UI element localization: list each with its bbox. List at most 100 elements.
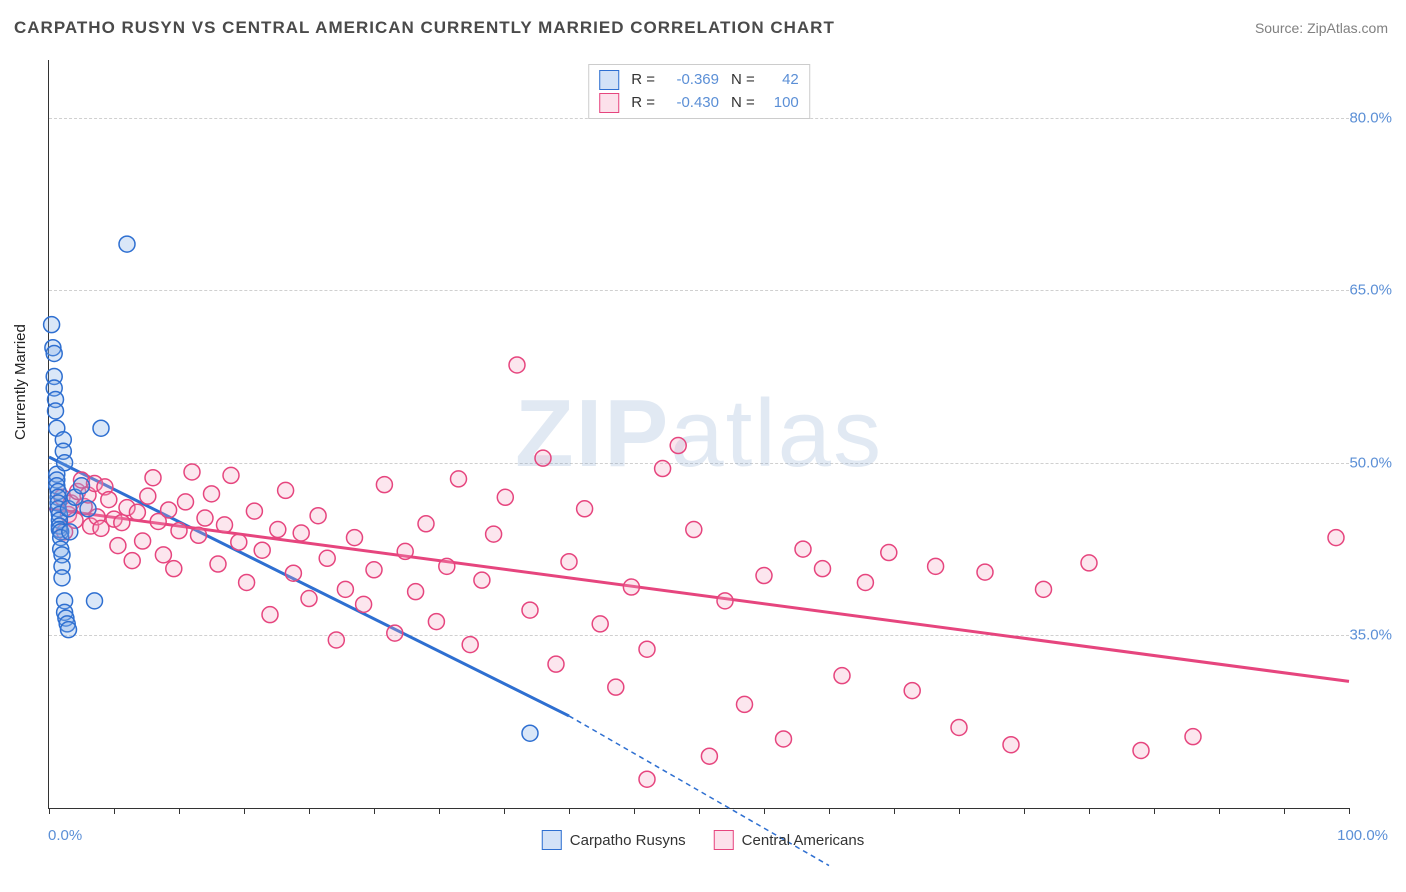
legend-stats-row-camer: R = -0.430 N = 100: [599, 92, 799, 115]
scatter-point-camer: [857, 574, 873, 590]
scatter-point-camer: [337, 581, 353, 597]
r-value-camer: -0.430: [663, 92, 719, 115]
scatter-point-camer: [140, 488, 156, 504]
scatter-point-camer: [686, 522, 702, 538]
scatter-point-camer: [418, 516, 434, 532]
scatter-point-camer: [254, 542, 270, 558]
scatter-point-crusyn: [57, 455, 73, 471]
scatter-point-crusyn: [48, 403, 64, 419]
x-tick: [179, 808, 180, 814]
scatter-point-crusyn: [93, 420, 109, 436]
scatter-point-camer: [577, 501, 593, 517]
scatter-point-camer: [114, 515, 130, 531]
scatter-point-camer: [408, 584, 424, 600]
r-label: R =: [631, 92, 655, 115]
scatter-point-camer: [347, 530, 363, 546]
scatter-point-camer: [451, 471, 467, 487]
scatter-point-camer: [239, 574, 255, 590]
scatter-point-camer: [155, 547, 171, 563]
scatter-point-camer: [623, 579, 639, 595]
scatter-point-camer: [376, 477, 392, 493]
scatter-point-camer: [737, 696, 753, 712]
scatter-point-crusyn: [80, 501, 96, 517]
scatter-point-crusyn: [54, 570, 70, 586]
scatter-point-camer: [951, 719, 967, 735]
r-label: R =: [631, 69, 655, 92]
scatter-point-camer: [166, 561, 182, 577]
scatter-point-camer: [191, 527, 207, 543]
scatter-point-crusyn: [87, 593, 103, 609]
scatter-point-camer: [1185, 729, 1201, 745]
scatter-point-crusyn: [46, 345, 62, 361]
source-prefix: Source:: [1255, 20, 1307, 36]
scatter-point-camer: [795, 541, 811, 557]
scatter-point-crusyn: [44, 317, 60, 333]
scatter-point-camer: [428, 614, 444, 630]
scatter-point-camer: [223, 467, 239, 483]
legend-bottom: Carpatho Rusyns Central Americans: [542, 830, 864, 850]
n-value-camer: 100: [763, 92, 799, 115]
source-attribution: Source: ZipAtlas.com: [1255, 20, 1388, 36]
scatter-point-camer: [756, 568, 772, 584]
scatter-point-camer: [328, 632, 344, 648]
legend-label-camer: Central Americans: [742, 832, 865, 849]
x-tick: [1154, 808, 1155, 814]
scatter-point-camer: [110, 538, 126, 554]
scatter-point-camer: [356, 596, 372, 612]
x-tick: [959, 808, 960, 814]
scatter-point-camer: [977, 564, 993, 580]
scatter-point-camer: [366, 562, 382, 578]
scatter-point-camer: [161, 502, 177, 518]
scatter-point-camer: [1003, 737, 1019, 753]
x-tick: [634, 808, 635, 814]
scatter-point-camer: [319, 550, 335, 566]
scatter-point-camer: [608, 679, 624, 695]
scatter-point-camer: [301, 591, 317, 607]
n-label: N =: [731, 69, 755, 92]
y-tick-label: 50.0%: [1349, 454, 1392, 471]
source-link[interactable]: ZipAtlas.com: [1307, 20, 1388, 36]
scatter-point-camer: [178, 494, 194, 510]
n-label: N =: [731, 92, 755, 115]
y-axis-label: Currently Married: [12, 324, 29, 440]
x-tick: [439, 808, 440, 814]
scatter-point-camer: [486, 526, 502, 542]
scatter-point-camer: [497, 489, 513, 505]
scatter-point-camer: [462, 637, 478, 653]
y-tick-label: 65.0%: [1349, 282, 1392, 299]
legend-item-crusyn: Carpatho Rusyns: [542, 830, 686, 850]
x-tick: [894, 808, 895, 814]
scatter-point-camer: [639, 641, 655, 657]
scatter-point-camer: [548, 656, 564, 672]
scatter-point-camer: [439, 558, 455, 574]
scatter-point-camer: [293, 525, 309, 541]
scatter-point-crusyn: [74, 478, 90, 494]
scatter-point-camer: [474, 572, 490, 588]
scatter-point-camer: [310, 508, 326, 524]
x-tick: [764, 808, 765, 814]
scatter-point-camer: [135, 533, 151, 549]
x-tick: [1089, 808, 1090, 814]
legend-swatch-camer: [599, 93, 619, 113]
scatter-point-camer: [535, 450, 551, 466]
x-tick: [1024, 808, 1025, 814]
scatter-point-camer: [592, 616, 608, 632]
x-axis-max-label: 100.0%: [1337, 827, 1388, 844]
scatter-point-camer: [1081, 555, 1097, 571]
scatter-point-camer: [561, 554, 577, 570]
scatter-point-camer: [1133, 742, 1149, 758]
scatter-point-camer: [670, 438, 686, 454]
x-tick: [829, 808, 830, 814]
scatter-point-camer: [928, 558, 944, 574]
scatter-point-camer: [278, 482, 294, 498]
scatter-point-camer: [1328, 530, 1344, 546]
scatter-point-camer: [717, 593, 733, 609]
x-tick: [49, 808, 50, 814]
x-tick: [569, 808, 570, 814]
scatter-point-camer: [904, 683, 920, 699]
x-tick: [244, 808, 245, 814]
legend-stats-box: R =-0.369N =42R =-0.430N =100: [588, 64, 810, 119]
scatter-point-camer: [834, 668, 850, 684]
x-tick: [1349, 808, 1350, 814]
scatter-point-camer: [145, 470, 161, 486]
